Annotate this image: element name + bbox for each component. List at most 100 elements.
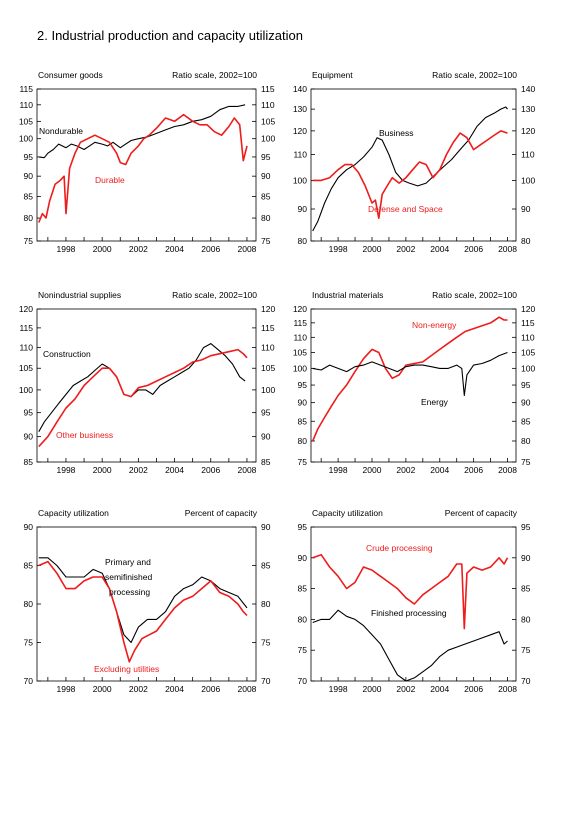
x-tick-label: 2002 [396, 465, 415, 475]
series-line-crude-processing [312, 553, 509, 630]
chart-title: Consumer goods [38, 70, 103, 80]
y-tick-label-left: 95 [24, 408, 34, 418]
series-label-energy: Energy [421, 397, 449, 407]
x-tick-label: 2004 [430, 244, 449, 254]
series-label-other-business: Other business [56, 430, 113, 440]
y-tick-label-right: 105 [261, 116, 275, 126]
y-tick-label-right: 90 [521, 204, 531, 214]
series-line-excluding-utilities [38, 560, 248, 663]
series-line-durable [38, 113, 248, 223]
x-tick-label: 2006 [201, 465, 220, 475]
plot-frame [310, 526, 517, 682]
plot-frame [310, 308, 517, 463]
x-tick-label: 2002 [396, 244, 415, 254]
chart-subtitle: Percent of capacity [445, 508, 518, 518]
chart-panel-2: Equipment Ratio scale, 2002=100 80 80 90 90 10… [293, 70, 536, 254]
chart-subtitle: Ratio scale, 2002=100 [172, 70, 257, 80]
chart-title: Capacity utilization [38, 508, 109, 518]
y-tick-label-left: 100 [19, 134, 33, 144]
series-line-energy [312, 351, 508, 397]
y-tick-label-left: 95 [298, 522, 308, 532]
y-tick-label-right: 120 [521, 126, 535, 136]
y-tick-label-left: 105 [19, 116, 33, 126]
plot-frame [36, 308, 257, 463]
y-tick-label-right: 90 [521, 398, 531, 408]
x-tick-label: 1998 [56, 684, 75, 694]
x-tick-label: 1998 [329, 684, 348, 694]
x-tick-label: 2000 [363, 465, 382, 475]
y-tick-label-right: 115 [261, 84, 275, 94]
x-tick-label: 1998 [329, 465, 348, 475]
y-tick-label-left: 90 [24, 432, 34, 442]
y-tick-label-left: 105 [293, 347, 307, 357]
series-line-finished-processing [312, 609, 508, 682]
y-tick-label-right: 115 [521, 318, 535, 328]
y-tick-label-left: 80 [24, 599, 34, 609]
y-tick-label-right: 85 [261, 561, 271, 571]
y-tick-label-right: 110 [521, 150, 535, 160]
chart-panel-3: Nonindustrial supplies Ratio scale, 2002=… [19, 290, 276, 475]
y-tick-label-right: 110 [521, 332, 535, 342]
y-tick-label-left: 80 [298, 436, 308, 446]
y-tick-label-left: 110 [19, 100, 33, 110]
series-label-excluding-utilities: Excluding utilities [94, 664, 159, 674]
x-tick-label: 2004 [165, 465, 184, 475]
x-tick-label: 2004 [165, 684, 184, 694]
page-title: 2. Industrial production and capacity ut… [37, 28, 303, 43]
series-label-processing: processing [109, 587, 150, 597]
y-tick-label-right: 80 [521, 614, 531, 624]
y-tick-label-right: 70 [261, 676, 271, 686]
y-tick-label-left: 75 [298, 457, 308, 467]
y-tick-label-right: 120 [261, 304, 275, 314]
y-tick-label-right: 70 [521, 676, 531, 686]
y-tick-label-left: 85 [298, 416, 308, 426]
y-tick-label-right: 85 [521, 584, 531, 594]
x-tick-label: 2000 [363, 684, 382, 694]
y-tick-label-left: 70 [298, 676, 308, 686]
y-tick-label-right: 90 [521, 553, 531, 563]
chart-subtitle: Ratio scale, 2002=100 [432, 290, 517, 300]
y-tick-label-left: 90 [298, 398, 308, 408]
y-tick-label-right: 90 [261, 171, 271, 181]
y-tick-label-left: 140 [293, 84, 307, 94]
y-tick-label-right: 100 [521, 175, 535, 185]
y-tick-label-left: 95 [298, 380, 308, 390]
x-tick-label: 2008 [498, 684, 517, 694]
y-tick-label-left: 105 [19, 363, 33, 373]
y-tick-label-right: 100 [521, 363, 535, 373]
x-tick-label: 2000 [93, 684, 112, 694]
y-tick-label-left: 115 [293, 318, 307, 328]
y-tick-label-left: 130 [293, 104, 307, 114]
y-tick-label-right: 75 [521, 457, 531, 467]
y-tick-label-left: 90 [24, 522, 34, 532]
series-label-semifinished: semifinished [105, 572, 153, 582]
y-tick-label-left: 85 [298, 584, 308, 594]
x-tick-label: 2008 [498, 244, 517, 254]
x-tick-label: 1998 [56, 465, 75, 475]
x-tick-label: 2004 [165, 244, 184, 254]
x-tick-label: 2004 [430, 465, 449, 475]
y-tick-label-left: 90 [298, 553, 308, 563]
chart-title: Equipment [312, 70, 353, 80]
x-tick-label: 2006 [201, 244, 220, 254]
y-tick-label-right: 95 [521, 522, 531, 532]
x-tick-label: 2006 [464, 465, 483, 475]
x-tick-label: 2002 [396, 684, 415, 694]
y-tick-label-left: 90 [298, 204, 308, 214]
x-tick-label: 2006 [464, 684, 483, 694]
chart-title: Industrial materials [312, 290, 383, 300]
y-tick-label-right: 110 [261, 100, 275, 110]
y-tick-label-left: 80 [298, 614, 308, 624]
y-tick-label-right: 75 [521, 645, 531, 655]
x-tick-label: 2008 [237, 684, 256, 694]
y-tick-label-right: 90 [261, 522, 271, 532]
y-tick-label-left: 115 [19, 323, 33, 333]
y-tick-label-right: 95 [261, 408, 271, 418]
chart-title: Nonindustrial supplies [38, 290, 121, 300]
x-tick-label: 2008 [237, 465, 256, 475]
chart-panel-5: Capacity utilization Percent of capacity 7… [24, 508, 271, 694]
y-tick-label-right: 105 [261, 363, 275, 373]
y-tick-label-right: 75 [261, 236, 271, 246]
y-tick-label-left: 115 [19, 84, 33, 94]
